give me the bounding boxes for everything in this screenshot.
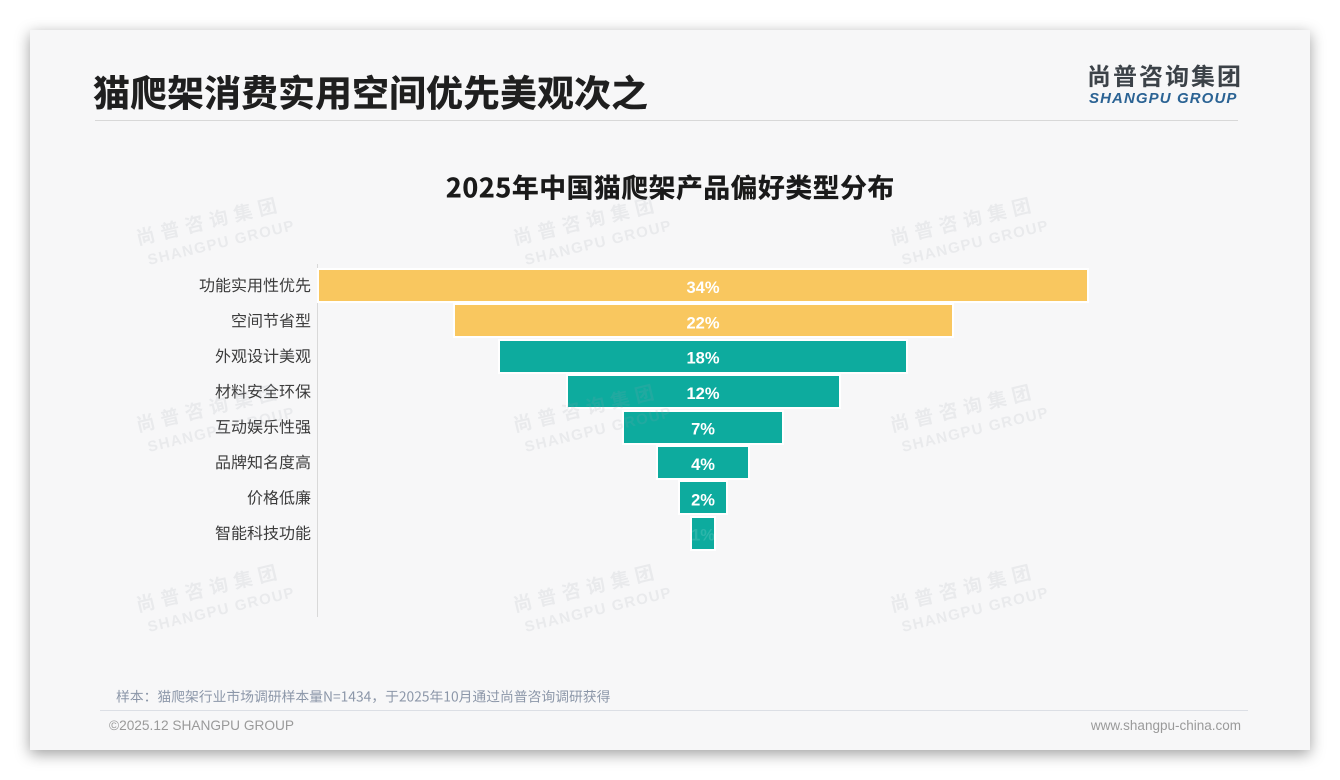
- svg-text:2%: 2%: [691, 491, 715, 509]
- svg-text:7%: 7%: [691, 421, 715, 439]
- svg-text:SHANGPU GROUP: SHANGPU GROUP: [1089, 90, 1237, 107]
- svg-text:1%: 1%: [691, 527, 715, 545]
- svg-text:12%: 12%: [686, 385, 719, 403]
- svg-text:4%: 4%: [691, 456, 715, 474]
- svg-text:©2025.12 SHANGPU GROUP: ©2025.12 SHANGPU GROUP: [109, 718, 294, 733]
- svg-text:22%: 22%: [686, 314, 719, 332]
- svg-text:34%: 34%: [686, 279, 719, 297]
- svg-text:18%: 18%: [686, 350, 719, 368]
- svg-text:www.shangpu-china.com: www.shangpu-china.com: [1090, 718, 1241, 733]
